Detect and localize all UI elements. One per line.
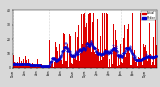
Legend: Actual, Median: Actual, Median	[141, 11, 156, 20]
